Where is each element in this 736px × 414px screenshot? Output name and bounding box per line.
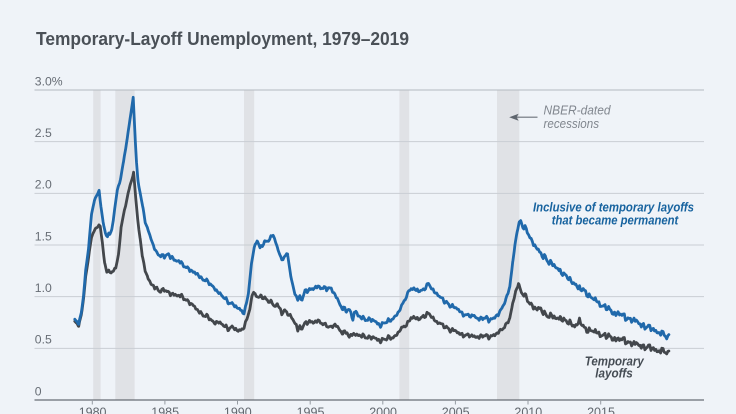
svg-text:Temporary: Temporary (585, 354, 645, 369)
svg-text:1980: 1980 (79, 405, 107, 414)
svg-text:1.0: 1.0 (35, 281, 52, 295)
svg-text:2000: 2000 (369, 405, 397, 414)
svg-text:layoffs: layoffs (595, 365, 633, 380)
svg-text:0: 0 (35, 384, 42, 398)
svg-text:1995: 1995 (297, 405, 325, 414)
svg-text:that became permanent: that became permanent (552, 213, 679, 228)
svg-text:3.0%: 3.0% (35, 74, 63, 88)
svg-text:NBER-dated: NBER-dated (544, 102, 612, 117)
svg-text:1985: 1985 (151, 405, 179, 414)
svg-text:2015: 2015 (587, 405, 615, 414)
svg-text:Temporary-Layoff Unemployment,: Temporary-Layoff Unemployment, 1979–2019 (36, 29, 409, 49)
svg-text:Inclusive of temporary layoffs: Inclusive of temporary layoffs (533, 199, 694, 214)
svg-text:2005: 2005 (442, 405, 470, 414)
svg-text:1.5: 1.5 (35, 229, 52, 243)
svg-text:1990: 1990 (224, 405, 252, 414)
svg-text:2.0: 2.0 (35, 178, 52, 192)
svg-text:2.5: 2.5 (35, 126, 52, 140)
svg-text:recessions: recessions (544, 116, 600, 131)
svg-text:2010: 2010 (514, 405, 542, 414)
svg-text:0.5: 0.5 (35, 333, 52, 347)
